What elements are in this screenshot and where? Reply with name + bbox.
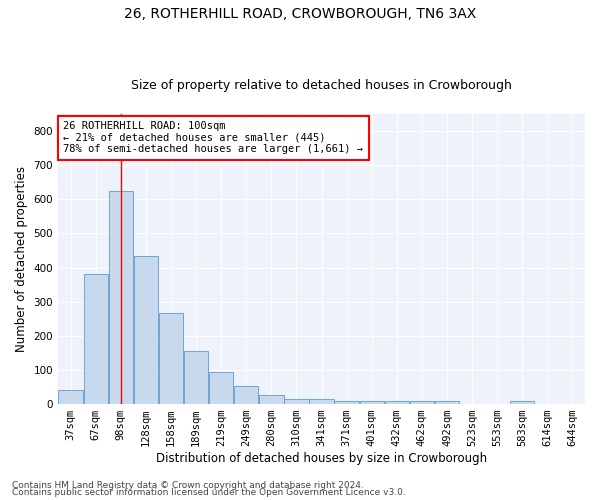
Bar (510, 402, 535, 404)
Bar (234, 386, 259, 404)
Bar (359, 400, 384, 404)
Bar (209, 372, 233, 404)
Bar (184, 351, 208, 404)
Text: 26 ROTHERHILL ROAD: 100sqm
← 21% of detached houses are smaller (445)
78% of sem: 26 ROTHERHILL ROAD: 100sqm ← 21% of deta… (64, 122, 364, 154)
Bar (334, 400, 359, 404)
Bar (284, 399, 308, 404)
Bar (58, 390, 83, 404)
Bar (385, 400, 409, 404)
Bar (109, 191, 133, 404)
Bar (310, 399, 334, 404)
Bar (410, 400, 434, 404)
Bar (134, 256, 158, 404)
Text: 26, ROTHERHILL ROAD, CROWBOROUGH, TN6 3AX: 26, ROTHERHILL ROAD, CROWBOROUGH, TN6 3A… (124, 8, 476, 22)
X-axis label: Distribution of detached houses by size in Crowborough: Distribution of detached houses by size … (156, 452, 487, 465)
Bar (159, 312, 183, 404)
Bar (435, 402, 459, 404)
Text: Contains HM Land Registry data © Crown copyright and database right 2024.: Contains HM Land Registry data © Crown c… (12, 480, 364, 490)
Bar (83, 274, 108, 404)
Title: Size of property relative to detached houses in Crowborough: Size of property relative to detached ho… (131, 79, 512, 92)
Y-axis label: Number of detached properties: Number of detached properties (15, 166, 28, 352)
Bar (259, 394, 284, 404)
Text: Contains public sector information licensed under the Open Government Licence v3: Contains public sector information licen… (12, 488, 406, 497)
